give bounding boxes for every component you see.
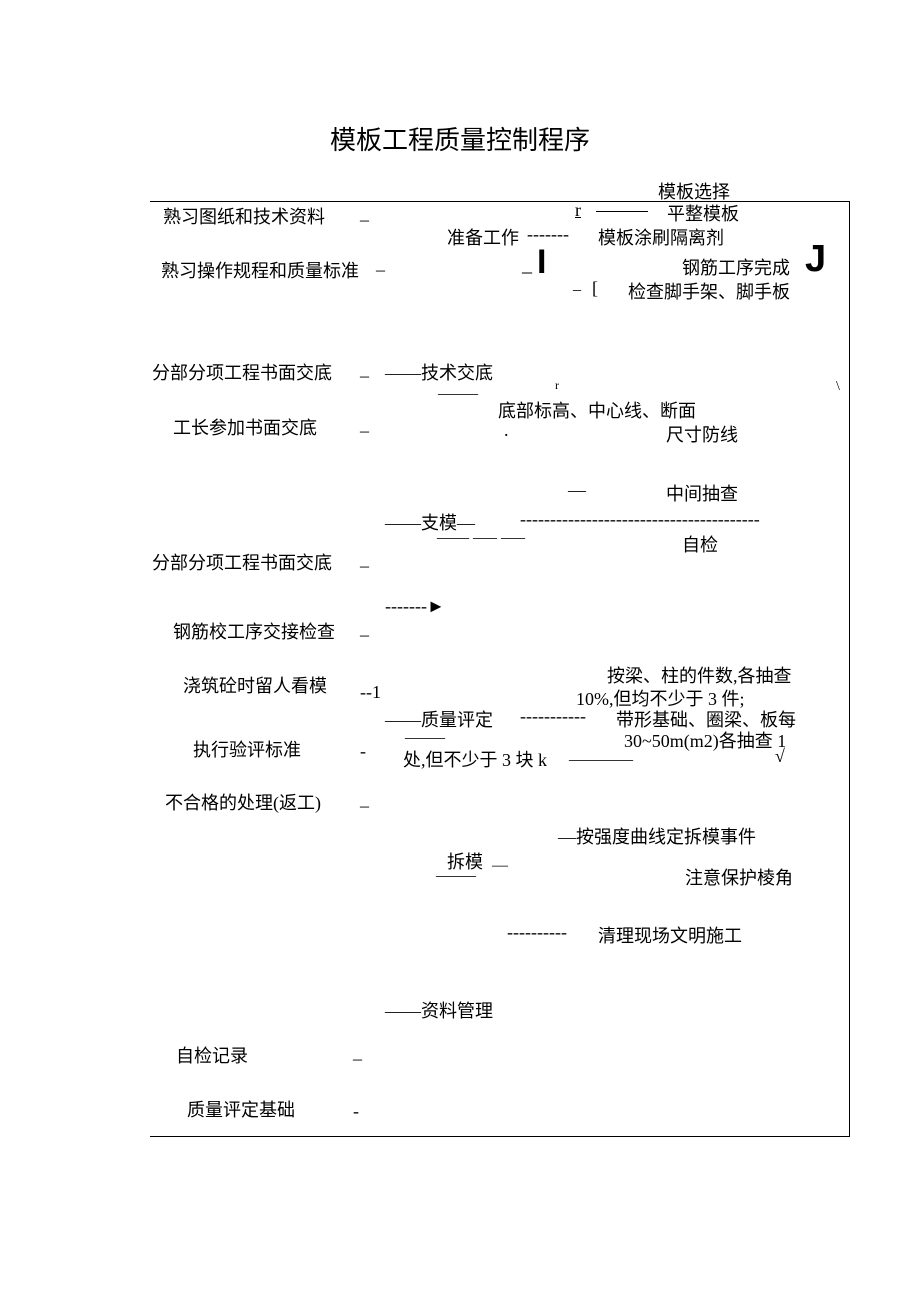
- right-r8: 中间抽查: [666, 480, 738, 506]
- mark-underline3: _____: [405, 724, 445, 742]
- right-r7: 尺寸防线: [666, 421, 738, 447]
- mark-neg1: --1: [360, 682, 381, 703]
- page-root: 模板工程质量控制程序 模板选择 平整模板 r 模板涂刷隔离剂 ------- 钢…: [0, 0, 920, 1301]
- rule-seg-1: [596, 211, 648, 212]
- mark-dashes1: -------: [527, 224, 569, 245]
- center-c8: 清理现场文明施工: [598, 922, 742, 948]
- mark-bigI: I: [537, 243, 546, 282]
- right-r2: 平整模板: [667, 200, 739, 226]
- mark-l1: _: [360, 203, 369, 224]
- rule-right: [849, 201, 850, 1136]
- mark-l4: _: [360, 414, 369, 435]
- right-r5: 检查脚手架、脚手板: [628, 278, 790, 304]
- right-r3: 模板涂刷隔离剂: [598, 224, 724, 250]
- center-c7: ——资料管理: [385, 997, 493, 1023]
- mark-tick-under2: —: [492, 857, 508, 875]
- mark-l2: _: [376, 253, 385, 274]
- mark-smallr: r: [555, 378, 559, 393]
- mark-dashes4: ----------: [507, 922, 567, 943]
- left-l11: 质量评定基础: [187, 1096, 295, 1122]
- mark-l6: _: [360, 618, 369, 639]
- mark-r: r: [575, 200, 581, 221]
- left-l7: 浇筑砼时留人看模: [183, 672, 327, 698]
- rule-bottom: [150, 1136, 850, 1137]
- left-l8: 执行验评标准: [193, 736, 301, 762]
- mark-underline1: _____: [438, 380, 478, 398]
- rule-top: [150, 201, 850, 202]
- center-c5: 处,但不少于 3 块 k: [403, 746, 547, 772]
- mark-underline5: _____: [436, 862, 476, 880]
- left-l2: 熟习操作规程和质量标准: [161, 257, 359, 283]
- right-r10d: 30~50m(m2)各抽查 1: [624, 727, 786, 753]
- right-r9: 自检: [682, 531, 718, 557]
- left-l4: 工长参加书面交底: [173, 414, 317, 440]
- right-r11: —按强度曲线定拆模事件: [558, 823, 756, 849]
- mark-dashes2: ----------------------------------------: [520, 509, 760, 530]
- mark-dashes3: -----------: [520, 706, 586, 727]
- left-l1: 熟习图纸和技术资料: [163, 203, 325, 229]
- left-l9: 不合格的处理(返工): [165, 789, 321, 815]
- mark-under-bracket: _: [573, 276, 581, 294]
- left-l5: 分部分项工程书面交底: [152, 549, 332, 575]
- left-l6: 钢筋校工序交接检查: [173, 618, 335, 644]
- right-r4: 钢筋工序完成: [682, 254, 790, 280]
- mark-l5: _: [360, 549, 369, 570]
- mark-dot: .: [504, 420, 509, 441]
- mark-tick-under: —: [568, 480, 586, 501]
- mark-underline2: ____ ___ ___: [437, 524, 525, 542]
- mark-l10: _: [353, 1042, 362, 1063]
- center-c1: 准备工作: [447, 224, 519, 250]
- mark-l11: -: [353, 1101, 359, 1122]
- mark-underline4: ________: [569, 746, 633, 764]
- left-l10: 自检记录: [176, 1042, 248, 1068]
- mark-arrow: -------►: [385, 596, 445, 617]
- right-r6: 底部标高、中心线、断面: [498, 397, 696, 423]
- mark-l9: _: [360, 789, 369, 810]
- mark-l8: -: [360, 741, 366, 762]
- left-l3: 分部分项工程书面交底: [152, 359, 332, 385]
- mark-l3: _: [360, 359, 369, 380]
- page-title: 模板工程质量控制程序: [0, 120, 920, 157]
- mark-bigJ: J: [805, 238, 826, 281]
- right-r12: 注意保护棱角: [685, 864, 793, 890]
- mark-backslash: \: [836, 379, 840, 395]
- mark-bracket: [: [592, 278, 598, 299]
- mark-under-I: _: [522, 254, 532, 277]
- mark-check: √: [775, 746, 785, 767]
